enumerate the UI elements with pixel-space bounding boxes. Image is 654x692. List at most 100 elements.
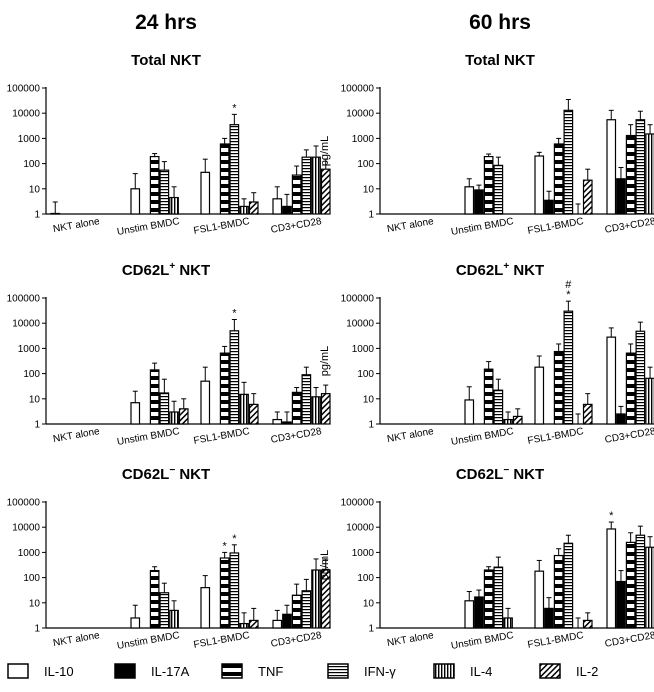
- bar-il-4-cd3-cd28: [311, 396, 321, 425]
- bar-il-17a-fsl1-bmdc: [544, 607, 554, 629]
- y-tick-label: 1: [368, 420, 374, 431]
- panel-title: CD62L− NKT: [456, 465, 544, 483]
- bar-ifn-fsl1-bmdc: [229, 124, 240, 215]
- category-label: FSL1-BMDC: [193, 630, 251, 651]
- y-tick-label: 100: [357, 369, 374, 380]
- y-tick-label: 100: [357, 159, 374, 170]
- bar-il-17a-cd3-cd28: [282, 205, 292, 215]
- bar-tnf-unstim-bmdc: [149, 155, 160, 215]
- y-tick-label: 1: [34, 420, 40, 431]
- bar-tnf-cd3-cd28: [625, 352, 636, 425]
- category-label: CD3+CD28: [604, 216, 654, 236]
- bar-ifn-cd3-cd28: [635, 330, 646, 425]
- y-tick-label: 100000: [7, 294, 41, 305]
- y-axis-label: pg/mL: [319, 550, 331, 581]
- bar-il-10-fsl1-bmdc: [534, 570, 545, 629]
- legend-swatch: [433, 663, 455, 679]
- bar-il-2-fsl1-bmdc: [582, 403, 593, 425]
- y-tick-label: 100: [357, 573, 374, 584]
- bar-il-10-unstim-bmdc: [130, 617, 141, 629]
- y-tick-label: 10: [363, 394, 375, 405]
- category-label: CD3+CD28: [604, 426, 654, 446]
- bar-ifn-unstim-bmdc: [159, 169, 170, 215]
- bar-il-10-fsl1-bmdc: [200, 380, 211, 425]
- bar-ifn-fsl1-bmdc: [563, 542, 574, 629]
- legend-item-il-2: IL-2: [539, 663, 598, 679]
- category-label: Unstim BMDC: [450, 426, 514, 448]
- bar-tnf-cd3-cd28: [291, 594, 302, 629]
- y-tick-label: 1000: [18, 134, 41, 145]
- bar-ifn-fsl1-bmdc: [229, 552, 240, 629]
- bar-il-17a-cd3-cd28: [616, 413, 626, 425]
- legend-item-il-4: IL-4: [433, 663, 492, 679]
- category-label: NKT alone: [52, 426, 101, 445]
- legend-item-tnf: TNF: [221, 663, 283, 679]
- bar-il-17a-fsl1-bmdc: [544, 199, 554, 215]
- bar-tnf-unstim-bmdc: [149, 369, 160, 425]
- header-60hrs: 60 hrs: [469, 11, 531, 34]
- bar-il-2-fsl1-bmdc: [248, 619, 259, 629]
- y-tick-label: 1: [368, 624, 374, 635]
- bar-il-4-fsl1-bmdc: [239, 393, 249, 425]
- category-label: NKT alone: [52, 216, 101, 235]
- y-tick-label: 100000: [341, 294, 375, 305]
- category-label: CD3+CD28: [604, 630, 654, 650]
- bar-il-2-unstim-bmdc: [178, 408, 189, 425]
- y-tick-label: 100000: [341, 498, 375, 509]
- bar-il-17a-unstim-bmdc: [474, 596, 484, 629]
- bar-il-4-unstim-bmdc: [503, 418, 513, 425]
- bar-il-10-cd3-cd28: [606, 528, 617, 629]
- bar-il-4-cd3-cd28: [645, 546, 654, 629]
- bar-il-2-unstim-bmdc: [512, 415, 523, 425]
- bar-il-4-cd3-cd28: [645, 377, 654, 425]
- legend-swatch: [327, 663, 349, 679]
- y-tick-label: 10000: [12, 523, 40, 534]
- bar-tnf-fsl1-bmdc: [553, 143, 564, 215]
- significance-mark: *: [232, 533, 237, 545]
- bar-il-10-fsl1-bmdc: [200, 171, 211, 215]
- bar-il-10-unstim-bmdc: [130, 402, 141, 425]
- legend-swatch: [7, 663, 29, 679]
- bar-il-4-unstim-bmdc: [169, 411, 179, 425]
- y-tick-label: 10000: [12, 319, 40, 330]
- legend-item-il-17a: IL-17A: [114, 663, 190, 679]
- bar-ifn-cd3-cd28: [301, 156, 312, 215]
- y-tick-label: 10000: [346, 109, 374, 120]
- legend-label: TNF: [258, 664, 283, 679]
- panel-title: Total NKT: [465, 52, 535, 69]
- bar-il-10-cd3-cd28: [272, 418, 283, 425]
- significance-mark: *: [223, 540, 228, 552]
- y-tick-label: 1000: [352, 344, 375, 355]
- bar-il-10-unstim-bmdc: [130, 188, 141, 215]
- bar-il-4-fsl1-bmdc: [239, 622, 249, 629]
- category-label: Unstim BMDC: [116, 216, 180, 238]
- y-tick-label: 100000: [7, 498, 41, 509]
- bar-il-10-fsl1-bmdc: [200, 587, 211, 629]
- bar-il-10-nkt-alone: [50, 212, 61, 215]
- bar-il-17a-unstim-bmdc: [474, 189, 484, 215]
- bar-ifn-unstim-bmdc: [493, 389, 504, 425]
- significance-mark: *: [232, 102, 237, 114]
- bar-il-4-unstim-bmdc: [169, 609, 179, 629]
- bar-ifn-fsl1-bmdc: [563, 109, 574, 215]
- bar-ifn-cd3-cd28: [301, 374, 312, 425]
- category-label: FSL1-BMDC: [527, 216, 585, 237]
- bar-ifn-cd3-cd28: [635, 534, 646, 629]
- legend-label: IL-4: [470, 664, 492, 679]
- bar-ifn-fsl1-bmdc: [563, 310, 574, 425]
- y-tick-label: 100: [23, 369, 40, 380]
- bar-il-10-fsl1-bmdc: [534, 155, 545, 215]
- bar-tnf-cd3-cd28: [625, 541, 636, 629]
- panel-title: CD62L− NKT: [122, 465, 210, 483]
- bar-il-4-cd3-cd28: [311, 569, 321, 629]
- bar-tnf-fsl1-bmdc: [553, 554, 564, 629]
- bar-il-2-cd3-cd28: [320, 393, 331, 425]
- y-tick-label: 1: [34, 210, 40, 221]
- bar-tnf-unstim-bmdc: [483, 569, 494, 629]
- y-tick-label: 100: [23, 573, 40, 584]
- category-label: NKT alone: [52, 630, 101, 649]
- legend-swatch: [221, 663, 243, 679]
- y-tick-label: 100000: [341, 84, 375, 95]
- y-tick-label: 10: [363, 184, 375, 195]
